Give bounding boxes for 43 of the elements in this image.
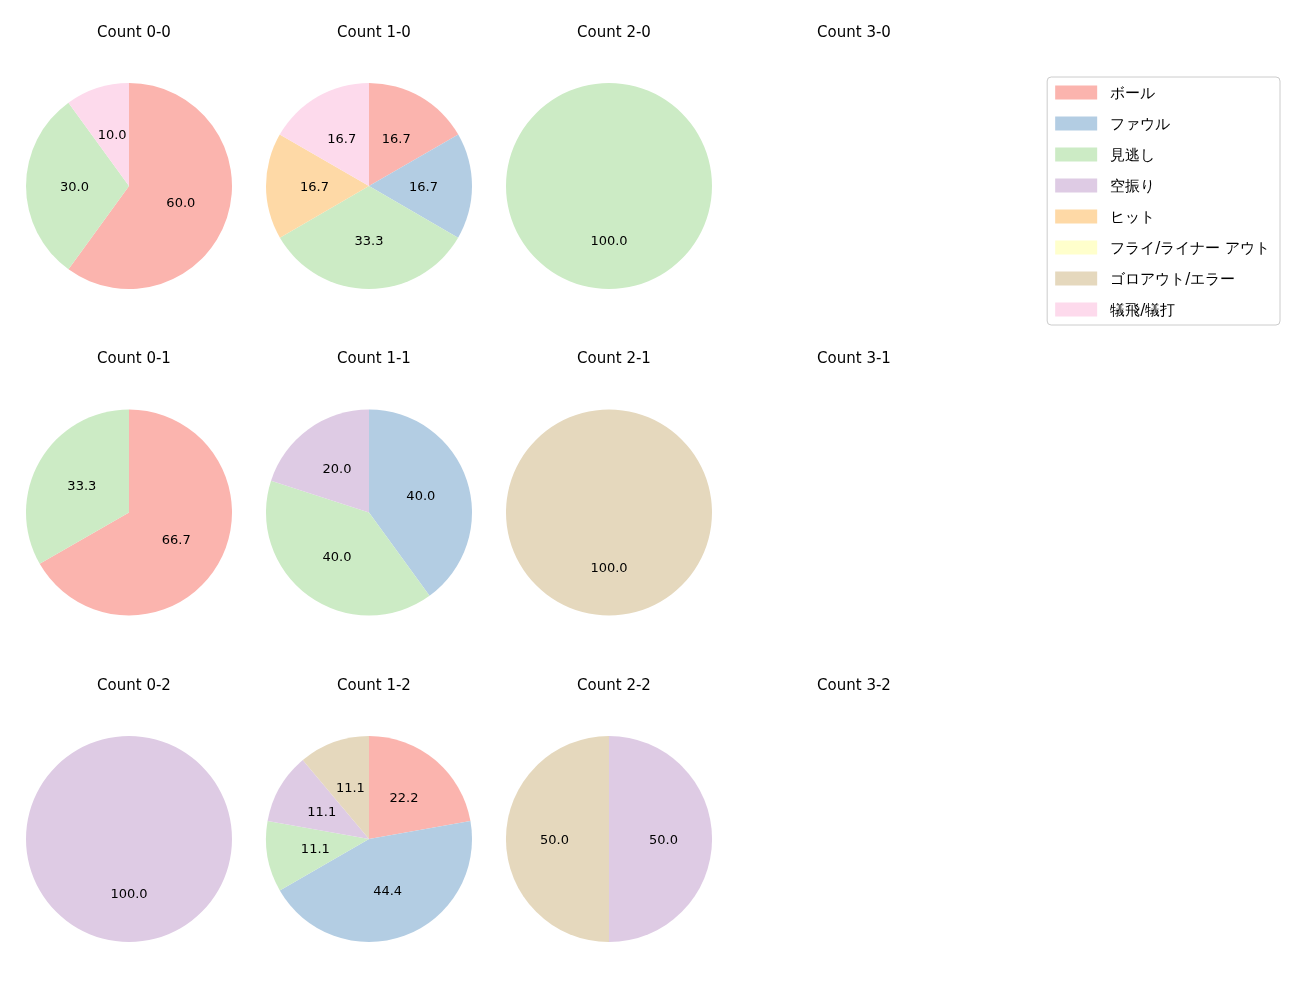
data-label: 100.0 — [590, 559, 628, 575]
data-label: 60.0 — [166, 195, 196, 211]
data-label: 33.3 — [354, 233, 384, 248]
data-label: 16.7 — [409, 178, 438, 194]
data-label: 10.0 — [97, 126, 127, 142]
data-label: 30.0 — [60, 178, 89, 194]
data-label: 50.0 — [649, 831, 678, 847]
data-label: 50.0 — [540, 831, 569, 847]
category-label: 犠飛/犠打 — [1110, 300, 1176, 319]
category-label: ゴロアウト/エラー — [1110, 269, 1236, 288]
category-label: ボール — [1110, 83, 1156, 102]
chart-title: Count 0-2 — [97, 675, 171, 694]
text: Count 3-0 — [817, 22, 891, 41]
chart-title: Count 2-1 — [577, 349, 651, 367]
data-label: 16.7 — [381, 131, 411, 147]
data-label: 44.4 — [373, 882, 403, 898]
data-label: 16.7 — [327, 131, 357, 147]
chart-title: Count 1-2 — [337, 675, 411, 694]
data-label: 22.2 — [389, 789, 419, 805]
category-label: 見逃し — [1110, 145, 1156, 164]
chart-title: Count 2-2 — [577, 675, 651, 694]
category-label: 空振り — [1110, 176, 1156, 195]
chart-title: Count 0-0 — [97, 22, 171, 41]
data-label: 40.0 — [322, 549, 352, 565]
data-label: 40.0 — [406, 488, 436, 504]
chart-title: Count 0-1 — [97, 349, 171, 367]
chart-title: Count 2-0 — [577, 22, 651, 41]
category-label: フライ/ライナー アウト — [1110, 238, 1271, 257]
data-label: 100.0 — [110, 886, 148, 901]
category-label: ファウル — [1110, 114, 1171, 133]
data-label: 20.0 — [322, 460, 352, 476]
text: Count 3-1 — [817, 349, 891, 367]
data-label: 66.7 — [161, 532, 191, 548]
category-label: ヒット — [1110, 207, 1156, 226]
text: Count 3-2 — [817, 675, 891, 694]
data-label: 16.7 — [300, 178, 329, 194]
data-label: 11.1 — [335, 780, 365, 796]
data-label: 11.1 — [300, 840, 330, 856]
chart-title: Count 1-1 — [337, 349, 411, 367]
chart-title: Count 1-0 — [337, 22, 411, 41]
data-label: 33.3 — [67, 477, 97, 493]
data-label: 11.1 — [307, 804, 337, 820]
data-label: 100.0 — [590, 233, 628, 248]
